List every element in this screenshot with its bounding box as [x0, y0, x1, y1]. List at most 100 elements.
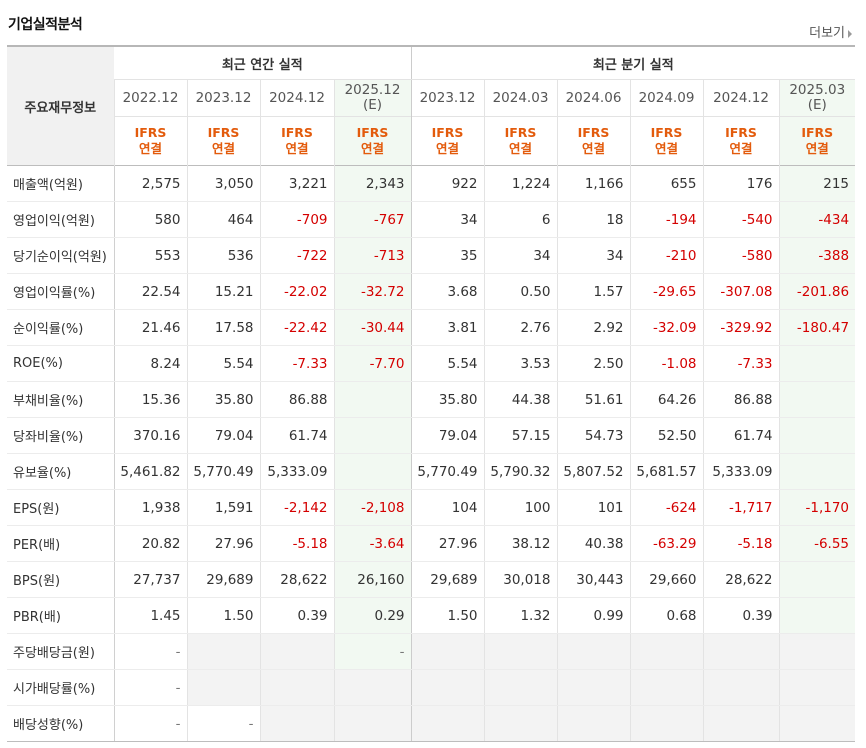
- header-quarter-group: 최근 분기 실적: [410, 46, 856, 80]
- table-cell: 464: [186, 201, 260, 238]
- table-cell: -180.47: [778, 309, 856, 346]
- ifrs-label: IFRS: [134, 125, 167, 140]
- table-cell: 35: [410, 237, 484, 274]
- table-cell: 21.46: [113, 309, 187, 346]
- accounting-standard: IFRS 연결: [702, 116, 779, 166]
- table-cell: 35.80: [410, 381, 484, 418]
- accounting-standard: IFRS 연결: [778, 116, 856, 166]
- table-cell: -722: [259, 237, 334, 274]
- table-cell: [629, 669, 703, 706]
- table-cell: 44.38: [483, 381, 557, 418]
- table-cell: 57.15: [483, 417, 557, 454]
- table-cell: 2.76: [483, 309, 557, 346]
- table-cell: 51.61: [556, 381, 630, 418]
- period-header: 2023.12: [410, 79, 484, 117]
- table-cell: 26,160: [333, 561, 411, 598]
- table-row: 당좌비율(%) 370.16 79.04 61.74 79.04 57.15 54.73 52…: [7, 417, 856, 454]
- row-label: BPS(원): [7, 561, 115, 598]
- table-cell: 54.73: [556, 417, 630, 454]
- table-cell: 5,770.49: [186, 453, 260, 490]
- table-cell: [333, 453, 411, 490]
- table-row: 매출액(억원) 2,575 3,050 3,221 2,343 922 1,224 1,166…: [7, 165, 856, 202]
- period-header: 2023.12: [186, 79, 260, 117]
- table-cell: -29.65: [629, 273, 703, 310]
- table-cell: [333, 669, 411, 706]
- table-row: 부채비율(%) 15.36 35.80 86.88 35.80 44.38 51.61 64.…: [7, 381, 856, 418]
- table-cell: -2,108: [333, 489, 411, 526]
- ifrs-label: IFRS: [431, 125, 464, 140]
- financial-summary-table: 주요재무정보 최근 연간 실적 최근 분기 실적 2022.12 2023.12 2…: [7, 45, 856, 742]
- table-cell: -: [113, 669, 187, 706]
- table-cell: -: [186, 705, 260, 742]
- period-date: 2024.12: [713, 89, 769, 106]
- table-cell: [186, 633, 260, 670]
- period-date: 2024.12: [269, 89, 325, 106]
- table-cell: 0.39: [259, 597, 334, 634]
- table-cell: 1.50: [186, 597, 260, 634]
- row-label: EPS(원): [7, 489, 115, 526]
- table-cell: -1.08: [629, 345, 703, 382]
- table-cell: 3.68: [410, 273, 484, 310]
- table-cell: [483, 705, 557, 742]
- period-header: 2024.09: [629, 79, 703, 117]
- table-cell: 370.16: [113, 417, 187, 454]
- table-cell: 0.68: [629, 597, 703, 634]
- table-cell: 2,575: [113, 165, 187, 202]
- table-cell: 1.45: [113, 597, 187, 634]
- table-cell: 18: [556, 201, 630, 238]
- table-cell: -5.18: [702, 525, 779, 562]
- consolidated-label: 연결: [805, 141, 829, 156]
- consolidated-label: 연결: [729, 141, 753, 156]
- table-cell: 553: [113, 237, 187, 274]
- table-cell: 29,689: [186, 561, 260, 598]
- table-cell: 176: [702, 165, 779, 202]
- table-cell: [186, 669, 260, 706]
- table-cell: 5.54: [410, 345, 484, 382]
- accounting-standard: IFRS 연결: [556, 116, 630, 166]
- table-cell: [259, 633, 334, 670]
- table-cell: -22.02: [259, 273, 334, 310]
- table-row: ROE(%) 8.24 5.54 -7.33 -7.70 5.54 3.53 2.50 -1.0…: [7, 345, 856, 382]
- table-cell: -329.92: [702, 309, 779, 346]
- period-date: 2023.12: [195, 89, 252, 106]
- table-cell: [333, 417, 411, 454]
- table-cell: 5,681.57: [629, 453, 703, 490]
- table-cell: 922: [410, 165, 484, 202]
- table-cell: 15.21: [186, 273, 260, 310]
- table-cell: [333, 381, 411, 418]
- consolidated-label: 연결: [508, 141, 532, 156]
- table-cell: 215: [778, 165, 856, 202]
- table-cell: [259, 705, 334, 742]
- table-cell: [778, 453, 856, 490]
- section-title: 기업실적분석: [8, 17, 83, 33]
- more-link[interactable]: 더보기: [809, 22, 852, 41]
- row-label: 유보율(%): [7, 453, 115, 490]
- row-label: 배당성향(%): [7, 705, 115, 742]
- table-row: PBR(배) 1.45 1.50 0.39 0.29 1.50 1.32 0.99 0.68 0.…: [7, 597, 856, 634]
- table-cell: -32.09: [629, 309, 703, 346]
- table-row: 순이익률(%) 21.46 17.58 -22.42 -30.44 3.81 2.76 2.9…: [7, 309, 856, 346]
- table-cell: 5.54: [186, 345, 260, 382]
- table-cell: 86.88: [702, 381, 779, 418]
- table-cell: 1,224: [483, 165, 557, 202]
- table-cell: 29,689: [410, 561, 484, 598]
- row-label: 순이익률(%): [7, 309, 115, 346]
- table-cell: 101: [556, 489, 630, 526]
- table-cell: 580: [113, 201, 187, 238]
- ifrs-label: IFRS: [356, 125, 389, 140]
- table-row: EPS(원) 1,938 1,591 -2,142 -2,108 104 100 101 -62…: [7, 489, 856, 526]
- period-date: 2023.12: [419, 89, 476, 106]
- table-cell: 40.38: [556, 525, 630, 562]
- period-date: 2025.12: [344, 82, 401, 98]
- table-cell: 1.50: [410, 597, 484, 634]
- consolidated-label: 연결: [581, 141, 605, 156]
- table-cell: 1,938: [113, 489, 187, 526]
- table-cell: -3.64: [333, 525, 411, 562]
- table-cell: 5,333.09: [259, 453, 334, 490]
- table-cell: [702, 705, 779, 742]
- table-cell: -767: [333, 201, 411, 238]
- table-cell: -194: [629, 201, 703, 238]
- table-cell: 28,622: [702, 561, 779, 598]
- period-date: 2024.09: [638, 89, 695, 106]
- table-cell: -6.55: [778, 525, 856, 562]
